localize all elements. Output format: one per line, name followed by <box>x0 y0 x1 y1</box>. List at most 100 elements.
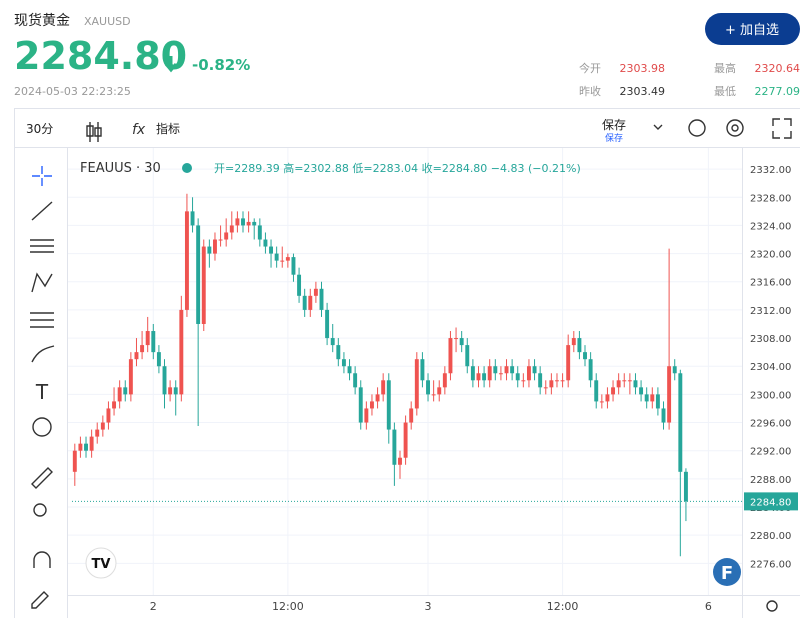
axis-settings[interactable] <box>767 601 777 611</box>
save-sub[interactable]: 保存 <box>605 132 623 144</box>
candle-body <box>454 338 458 339</box>
candle-body <box>207 247 211 254</box>
dropdown[interactable] <box>654 125 662 129</box>
ruler-tool[interactable] <box>32 468 52 488</box>
stat-value: 2303.98 <box>620 62 666 75</box>
candle-body <box>101 423 105 430</box>
candle-body <box>135 352 139 359</box>
y-tick-label: 2308.00 <box>750 334 791 345</box>
candle-body <box>213 240 217 254</box>
replay-icon[interactable] <box>689 120 705 136</box>
draw-lock-tool[interactable] <box>32 592 48 608</box>
candle-body <box>404 423 408 458</box>
candle-body <box>303 296 307 310</box>
candle-body <box>95 430 99 437</box>
candle-body <box>639 387 643 394</box>
stat-label: 最低 <box>714 85 736 98</box>
last-price-label: 2284.80 <box>750 497 791 508</box>
candle-body <box>292 257 296 275</box>
candle-body <box>140 345 144 352</box>
candle-body <box>561 380 565 381</box>
candle-body <box>634 380 638 387</box>
fullscreen-icon[interactable] <box>773 119 791 138</box>
candle-body <box>235 218 239 225</box>
projection-tool[interactable] <box>30 313 54 327</box>
candle-body <box>622 380 626 381</box>
settings-icon[interactable] <box>727 120 743 136</box>
save[interactable]: 保存 <box>602 118 626 132</box>
candle-body <box>420 359 424 380</box>
candle-body <box>656 394 660 408</box>
y-tick-label: 2328.00 <box>750 193 791 204</box>
candle-body <box>594 380 598 401</box>
y-tick-label: 2320.00 <box>750 250 791 261</box>
candle-body <box>129 359 133 394</box>
candle-body <box>409 408 413 422</box>
text-tool[interactable]: T <box>35 380 49 404</box>
stat-value: 2320.64 <box>755 62 800 75</box>
candle-body <box>589 359 593 380</box>
candle-body <box>342 359 346 366</box>
candle-body <box>538 373 542 387</box>
magnet-tool[interactable] <box>34 552 50 568</box>
chart-title: FEAUUS · 30 <box>80 161 161 176</box>
stat-label: 今开 <box>579 61 601 75</box>
crosshair-tool[interactable] <box>32 166 52 186</box>
indicators[interactable]: 指标 <box>156 121 180 136</box>
fib-tool[interactable] <box>30 240 54 252</box>
asset-name: 现货黄金 <box>14 12 70 29</box>
candle-body <box>555 380 559 381</box>
candle-body <box>224 232 228 239</box>
candle-body <box>297 275 301 296</box>
settings-icon[interactable] <box>732 125 738 131</box>
candle-body <box>448 338 452 373</box>
candle-body <box>359 387 363 422</box>
interval[interactable]: 30分 <box>26 122 53 136</box>
candle-body <box>600 401 604 402</box>
candle-body <box>252 222 256 226</box>
tv-logo-text[interactable]: TV <box>92 557 111 572</box>
y-tick-label: 2276.00 <box>750 559 791 570</box>
candle-body <box>230 225 234 232</box>
x-tick-label: 6 <box>705 600 712 613</box>
candle-body <box>314 289 318 296</box>
candle-body <box>258 225 262 239</box>
candle-body <box>90 437 94 451</box>
brand-badge-text[interactable]: F <box>721 563 733 584</box>
candle-body <box>123 387 127 394</box>
candle-body <box>544 387 548 388</box>
candle-body <box>662 408 666 422</box>
candle-body <box>510 366 514 373</box>
candle-body <box>443 373 447 387</box>
zoom-tool[interactable] <box>34 504 46 516</box>
candle-body <box>493 366 497 373</box>
watch-button-label[interactable]: + 加自选 <box>725 23 779 38</box>
brush-tool[interactable] <box>32 346 54 362</box>
line-tool[interactable] <box>32 202 52 220</box>
candle-body <box>269 247 273 254</box>
fx-icon[interactable]: fx <box>132 122 146 138</box>
stat-label: 最高 <box>714 61 736 75</box>
emoji-tool[interactable] <box>33 418 51 436</box>
candle-body <box>196 225 200 324</box>
stat-value: 2303.49 <box>620 85 666 98</box>
candle-body <box>432 394 436 395</box>
candle-body <box>387 380 391 429</box>
candle-body <box>678 373 682 472</box>
candle-body <box>370 401 374 408</box>
pattern-tool[interactable] <box>32 274 52 292</box>
candle-body <box>577 338 581 352</box>
y-tick-label: 2312.00 <box>750 306 791 317</box>
y-tick-label: 2324.00 <box>750 221 791 232</box>
candle-body <box>516 373 520 380</box>
candle-body <box>78 444 82 451</box>
candle-body <box>308 296 312 310</box>
candle-body <box>415 359 419 408</box>
candle-body <box>381 380 385 394</box>
candle-body <box>667 366 671 422</box>
stat-value: 2277.09 <box>755 85 800 98</box>
candle-icon[interactable] <box>87 122 101 142</box>
candle-body <box>527 366 531 380</box>
candle-body <box>583 352 587 359</box>
